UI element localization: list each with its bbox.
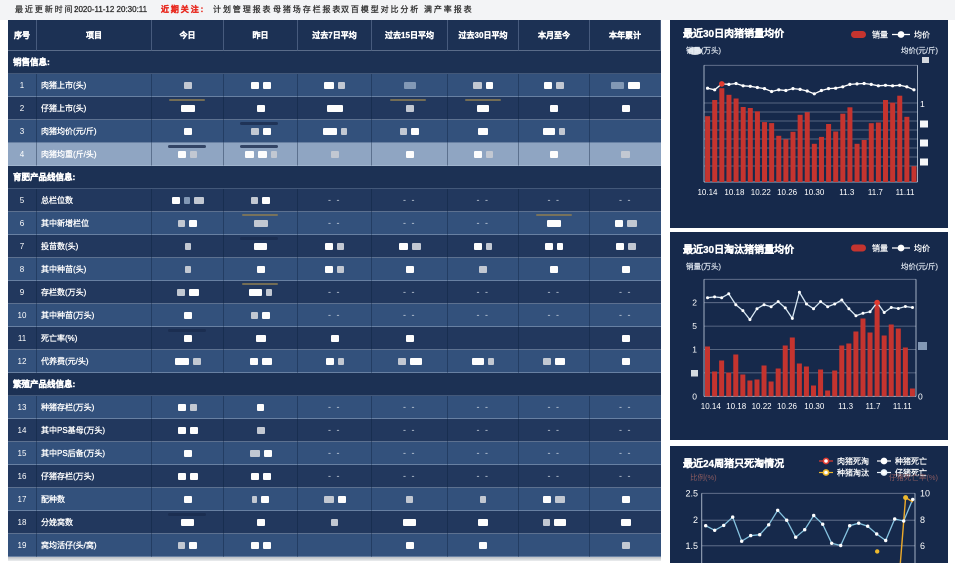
svg-text:11.7: 11.7 [868, 188, 884, 197]
svg-text:销量(万头): 销量(万头) [686, 45, 721, 55]
svg-text:种猪淘汰: 种猪淘汰 [837, 468, 869, 478]
svg-text:10.14: 10.14 [701, 402, 722, 411]
svg-text:8: 8 [920, 515, 925, 525]
svg-text:最近30日淘汰猪销量均价: 最近30日淘汰猪销量均价 [683, 243, 795, 256]
svg-text:11.3: 11.3 [839, 188, 855, 197]
svg-text:10.30: 10.30 [804, 402, 825, 411]
svg-text:6: 6 [920, 541, 925, 551]
svg-text:比例(%): 比例(%) [690, 472, 717, 482]
svg-text:销量: 销量 [872, 243, 888, 253]
svg-text:均价(元/斤): 均价(元/斤) [901, 45, 939, 55]
svg-text:10.26: 10.26 [777, 402, 798, 411]
svg-text:2: 2 [692, 297, 697, 307]
svg-text:种猪死亡: 种猪死亡 [895, 456, 927, 466]
svg-text:0: 0 [918, 391, 923, 401]
svg-text:0: 0 [692, 391, 697, 401]
svg-text:均价: 均价 [914, 243, 930, 253]
svg-text:销量: 销量 [872, 30, 888, 40]
svg-text:10: 10 [920, 488, 930, 498]
svg-text:11.11: 11.11 [893, 402, 912, 411]
svg-text:10.26: 10.26 [777, 188, 798, 197]
svg-text:10.30: 10.30 [804, 188, 825, 197]
svg-text:仔猪死亡: 仔猪死亡 [895, 468, 927, 478]
svg-text:最近24周猪只死淘情况: 最近24周猪只死淘情况 [683, 457, 784, 470]
svg-text:肉猪死淘: 肉猪死淘 [837, 456, 869, 466]
svg-text:10.22: 10.22 [752, 402, 773, 411]
svg-text:2.5: 2.5 [685, 488, 698, 498]
svg-text:10.22: 10.22 [751, 188, 772, 197]
svg-text:10.18: 10.18 [724, 188, 745, 197]
svg-text:均价: 均价 [914, 30, 930, 40]
svg-text:均价(元/斤): 均价(元/斤) [901, 261, 939, 271]
svg-text:1: 1 [920, 99, 925, 109]
svg-text:11.3: 11.3 [838, 402, 854, 411]
svg-text:1.5: 1.5 [685, 541, 698, 551]
svg-text:2: 2 [693, 515, 698, 525]
svg-text:仔猪死亡率(%): 仔猪死亡率(%) [889, 472, 939, 482]
svg-text:11.7: 11.7 [866, 402, 882, 411]
svg-text:销量(万头): 销量(万头) [686, 261, 721, 271]
svg-text:11.11: 11.11 [896, 188, 915, 197]
svg-text:1: 1 [692, 344, 697, 354]
svg-text:10.14: 10.14 [697, 188, 718, 197]
svg-text:5: 5 [692, 321, 697, 331]
svg-text:10.18: 10.18 [726, 402, 747, 411]
svg-text:最近30日肉猪销量均价: 最近30日肉猪销量均价 [683, 27, 785, 40]
